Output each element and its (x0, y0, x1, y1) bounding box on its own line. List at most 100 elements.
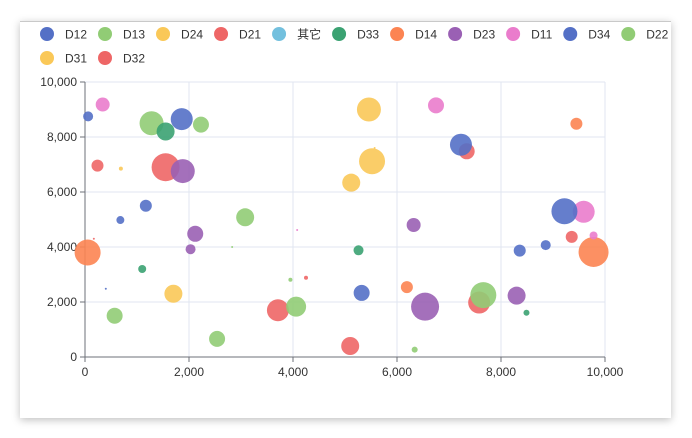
data-point[interactable] (286, 296, 307, 317)
y-tick-label: 4,000 (47, 240, 77, 254)
data-point[interactable] (266, 299, 289, 322)
data-point[interactable] (540, 240, 551, 251)
legend-item[interactable]: D21 (214, 27, 261, 42)
legend-label: D23 (473, 28, 495, 42)
legend-label: D13 (123, 28, 145, 42)
legend-item[interactable]: D31 (40, 51, 87, 66)
data-point[interactable] (513, 244, 526, 257)
data-point[interactable] (185, 244, 196, 255)
data-point[interactable] (400, 281, 413, 294)
legend-swatch (332, 27, 347, 41)
data-point[interactable] (156, 122, 175, 141)
legend-swatch (621, 27, 636, 41)
data-point[interactable] (578, 236, 609, 267)
data-point[interactable] (231, 246, 234, 248)
legend-swatch (563, 27, 578, 41)
legend-item[interactable]: D14 (390, 27, 437, 42)
legend-label: D14 (415, 28, 437, 42)
y-tick-label: 6,000 (47, 185, 77, 199)
data-point[interactable] (356, 97, 381, 122)
data-point[interactable] (106, 307, 123, 324)
data-point[interactable] (507, 286, 526, 305)
legend-item[interactable]: D32 (98, 51, 145, 66)
data-point[interactable] (470, 282, 497, 309)
y-tick-label: 8,000 (47, 130, 77, 144)
data-point[interactable] (411, 292, 440, 321)
scatter-chart: D12 D13 D24 D21 其它 D33 D14 D23 D11 D34 D22 D31 D32 0… (40, 27, 669, 379)
legend-item[interactable]: D12 (40, 27, 87, 42)
legend-item[interactable]: D11 (506, 27, 553, 42)
legend-swatch (506, 27, 521, 41)
data-point[interactable] (353, 284, 370, 301)
data-point[interactable] (570, 117, 583, 130)
legend-label: D11 (531, 28, 552, 42)
data-point[interactable] (304, 275, 308, 280)
data-point[interactable] (288, 277, 293, 282)
data-point[interactable] (359, 148, 386, 175)
x-tick-label: 10,000 (587, 365, 624, 379)
data-point[interactable] (91, 159, 104, 172)
legend-swatch (156, 27, 171, 41)
data-point[interactable] (341, 337, 360, 355)
data-point[interactable] (373, 147, 376, 149)
y-tick-label: 10,000 (40, 75, 77, 89)
data-point[interactable] (139, 199, 152, 212)
data-point[interactable] (296, 228, 299, 231)
legend-label: D22 (646, 28, 668, 42)
legend-item[interactable]: D33 (332, 27, 379, 42)
legend-swatch (272, 27, 287, 41)
legend-label: D33 (357, 28, 379, 42)
data-point[interactable] (92, 237, 95, 240)
data-point[interactable] (104, 287, 107, 290)
legend-swatch (390, 27, 405, 41)
data-point[interactable] (428, 97, 444, 114)
legend-item[interactable]: D34 (563, 27, 611, 42)
data-point[interactable] (353, 245, 364, 256)
data-point[interactable] (83, 111, 94, 122)
data-point[interactable] (589, 231, 598, 240)
data-point[interactable] (118, 166, 123, 171)
legend-swatch (40, 51, 54, 65)
y-tick-label: 0 (70, 350, 77, 364)
data-point[interactable] (523, 309, 530, 316)
data-point[interactable] (342, 173, 361, 192)
data-point[interactable] (192, 116, 209, 133)
data-point[interactable] (572, 200, 595, 223)
data-point[interactable] (406, 218, 421, 232)
legend-item[interactable]: D23 (448, 27, 495, 42)
data-point[interactable] (116, 216, 125, 225)
legend-item[interactable]: D24 (156, 27, 203, 42)
legend-swatch (448, 27, 463, 41)
data-point[interactable] (170, 108, 193, 131)
data-point[interactable] (565, 230, 578, 243)
data-point[interactable] (449, 133, 472, 156)
y-tick-label: 2,000 (47, 295, 77, 309)
legend-label: D12 (65, 28, 87, 42)
data-point[interactable] (411, 346, 418, 353)
data-point[interactable] (170, 159, 195, 184)
legend-swatch (40, 27, 54, 41)
data-point[interactable] (95, 97, 110, 112)
data-point[interactable] (236, 208, 255, 227)
x-tick-label: 0 (82, 365, 89, 379)
data-point[interactable] (209, 330, 226, 347)
legend-label: D31 (65, 52, 87, 66)
legend-item[interactable]: D13 (98, 27, 145, 42)
legend-item[interactable]: 其它 (272, 27, 321, 42)
data-point[interactable] (551, 198, 578, 225)
data-point[interactable] (138, 265, 147, 273)
legend-swatch (214, 27, 229, 41)
data-points (74, 97, 609, 355)
x-tick-label: 2,000 (174, 365, 204, 379)
x-tick-label: 6,000 (382, 365, 412, 379)
legend: D12 D13 D24 D21 其它 D33 D14 D23 D11 D34 D22 D31 D32 (40, 27, 669, 66)
data-point[interactable] (164, 284, 183, 303)
legend-label: D32 (123, 52, 145, 66)
data-point[interactable] (187, 225, 204, 242)
legend-swatch (98, 51, 113, 65)
legend-swatch (98, 27, 113, 41)
axes: 00 2,000 2,000 4,000 4,000 6,000 6,000 8,000 8,0… (40, 75, 623, 379)
data-point[interactable] (74, 239, 101, 266)
legend-item[interactable]: D22 (621, 27, 669, 42)
legend-label: D21 (239, 28, 261, 42)
